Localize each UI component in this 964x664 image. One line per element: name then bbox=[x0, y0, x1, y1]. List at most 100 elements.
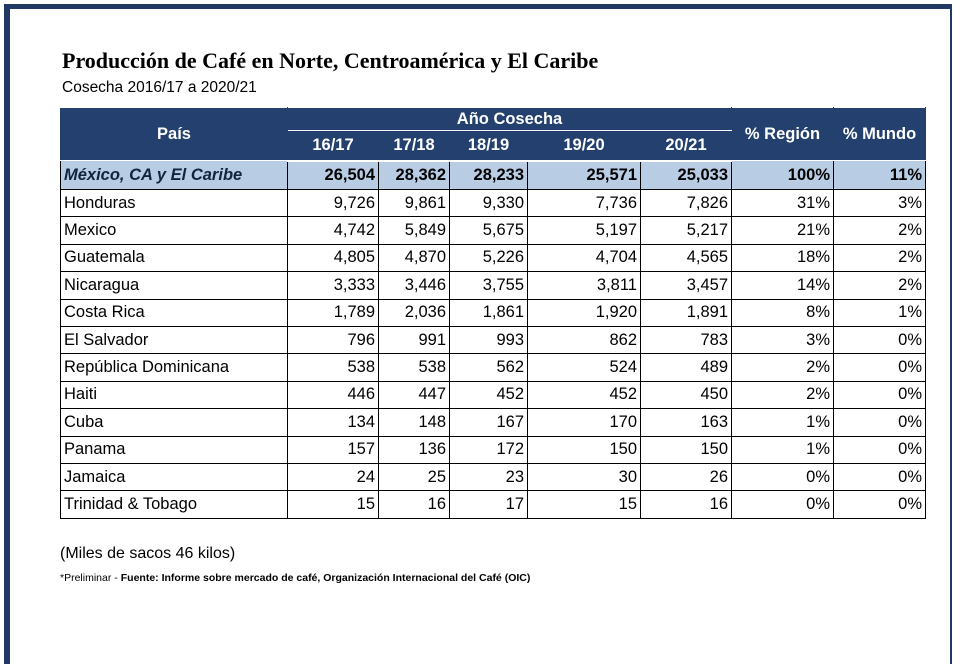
cell: 28,233 bbox=[449, 160, 528, 190]
header-year: 16/17 bbox=[287, 130, 379, 162]
cell: 2% bbox=[833, 243, 926, 273]
cell: 452 bbox=[527, 380, 641, 410]
cell: 163 bbox=[640, 408, 732, 437]
cell: 5,849 bbox=[378, 216, 450, 245]
unit-note: (Miles de sacos 46 kilos) bbox=[60, 545, 236, 562]
cell: 172 bbox=[449, 435, 528, 464]
cell: 991 bbox=[378, 325, 450, 355]
cell: 1,789 bbox=[287, 298, 379, 327]
cell: 0% bbox=[731, 490, 834, 519]
header-region: % Región bbox=[731, 107, 834, 161]
cell: 4,565 bbox=[640, 243, 732, 273]
cell: 450 bbox=[640, 380, 732, 410]
cell: 150 bbox=[527, 435, 641, 464]
cell: 24 bbox=[287, 462, 379, 492]
cell: 3,755 bbox=[449, 271, 528, 300]
cell: Trinidad & Tobago bbox=[60, 490, 288, 519]
cell: 150 bbox=[640, 435, 732, 464]
cell: 3% bbox=[833, 188, 926, 218]
cell: 3,333 bbox=[287, 271, 379, 300]
cell: Costa Rica bbox=[60, 298, 288, 327]
row: Guatemala 4,805 4,870 5,226 4,704 4,565 18% 2% bbox=[60, 243, 926, 273]
cell: 5,226 bbox=[449, 243, 528, 273]
cell: 18% bbox=[731, 243, 834, 273]
cell: 1% bbox=[833, 298, 926, 327]
cell: 4,742 bbox=[287, 216, 379, 245]
cell: Honduras bbox=[60, 188, 288, 218]
cell: 26 bbox=[640, 462, 732, 492]
cell: 15 bbox=[287, 490, 379, 519]
cell: 2% bbox=[833, 271, 926, 300]
cell: 15 bbox=[527, 490, 641, 519]
header-year: 19/20 bbox=[527, 130, 641, 162]
cell: 5,197 bbox=[527, 216, 641, 245]
cell: 538 bbox=[287, 353, 379, 382]
cell: 1,861 bbox=[449, 298, 528, 327]
cell: 28,362 bbox=[378, 160, 450, 190]
cell: 446 bbox=[287, 380, 379, 410]
cell: 170 bbox=[527, 408, 641, 437]
row: Haiti 446 447 452 452 450 2% 0% bbox=[60, 380, 926, 410]
cell: 0% bbox=[833, 408, 926, 437]
row: Cuba 134 148 167 170 163 1% 0% bbox=[60, 408, 926, 437]
production-table: País Año Cosecha % Región % Mundo 16/17 1… bbox=[60, 107, 926, 519]
cell: 16 bbox=[378, 490, 450, 519]
cell: 1,920 bbox=[527, 298, 641, 327]
cell: 9,330 bbox=[449, 188, 528, 218]
cell: 447 bbox=[378, 380, 450, 410]
cell: 9,861 bbox=[378, 188, 450, 218]
cell: 100% bbox=[731, 160, 834, 190]
row: El Salvador 796 991 993 862 783 3% 0% bbox=[60, 325, 926, 355]
cell: 524 bbox=[527, 353, 641, 382]
row: Mexico 4,742 5,849 5,675 5,197 5,217 21% 2% bbox=[60, 216, 926, 245]
cell: 538 bbox=[378, 353, 450, 382]
cell: 3% bbox=[731, 325, 834, 355]
cell: 5,675 bbox=[449, 216, 528, 245]
cell: Nicaragua bbox=[60, 271, 288, 300]
cell: 489 bbox=[640, 353, 732, 382]
cell: 3,446 bbox=[378, 271, 450, 300]
cell: 5,217 bbox=[640, 216, 732, 245]
cell: 4,805 bbox=[287, 243, 379, 273]
cell: México, CA y El Caribe bbox=[60, 160, 288, 190]
cell: Mexico bbox=[60, 216, 288, 245]
cell: El Salvador bbox=[60, 325, 288, 355]
cell: 16 bbox=[640, 490, 732, 519]
cell: 30 bbox=[527, 462, 641, 492]
cell: 796 bbox=[287, 325, 379, 355]
row: Nicaragua 3,333 3,446 3,755 3,811 3,457 14% 2% bbox=[60, 271, 926, 300]
cell: 0% bbox=[833, 353, 926, 382]
cell: Guatemala bbox=[60, 243, 288, 273]
header-year: 20/21 bbox=[640, 130, 732, 162]
cell: 23 bbox=[449, 462, 528, 492]
cell: 136 bbox=[378, 435, 450, 464]
cell: 11% bbox=[833, 160, 926, 190]
cell: 1% bbox=[731, 408, 834, 437]
cell: 4,870 bbox=[378, 243, 450, 273]
cell: 862 bbox=[527, 325, 641, 355]
cell: 2% bbox=[731, 380, 834, 410]
header-year: 17/18 bbox=[378, 130, 450, 162]
frame bbox=[4, 4, 952, 664]
row: Costa Rica 1,789 2,036 1,861 1,920 1,891 8% 1% bbox=[60, 298, 926, 327]
header-harvest: Año Cosecha bbox=[287, 107, 732, 131]
cell: 31% bbox=[731, 188, 834, 218]
cell: 8% bbox=[731, 298, 834, 327]
cell: 25,033 bbox=[640, 160, 732, 190]
cell: República Dominicana bbox=[60, 353, 288, 382]
header-year: 18/19 bbox=[449, 130, 528, 162]
cell: 2% bbox=[833, 216, 926, 245]
cell: 157 bbox=[287, 435, 379, 464]
cell: 25,571 bbox=[527, 160, 641, 190]
cell: 3,457 bbox=[640, 271, 732, 300]
cell: 783 bbox=[640, 325, 732, 355]
header-world: % Mundo bbox=[833, 107, 926, 161]
cell: 0% bbox=[833, 435, 926, 464]
cell: 0% bbox=[833, 380, 926, 410]
cell: Haiti bbox=[60, 380, 288, 410]
cell: 0% bbox=[731, 462, 834, 492]
cell: Jamaica bbox=[60, 462, 288, 492]
cell: 167 bbox=[449, 408, 528, 437]
row: Panama 157 136 172 150 150 1% 0% bbox=[60, 435, 926, 464]
cell: 993 bbox=[449, 325, 528, 355]
